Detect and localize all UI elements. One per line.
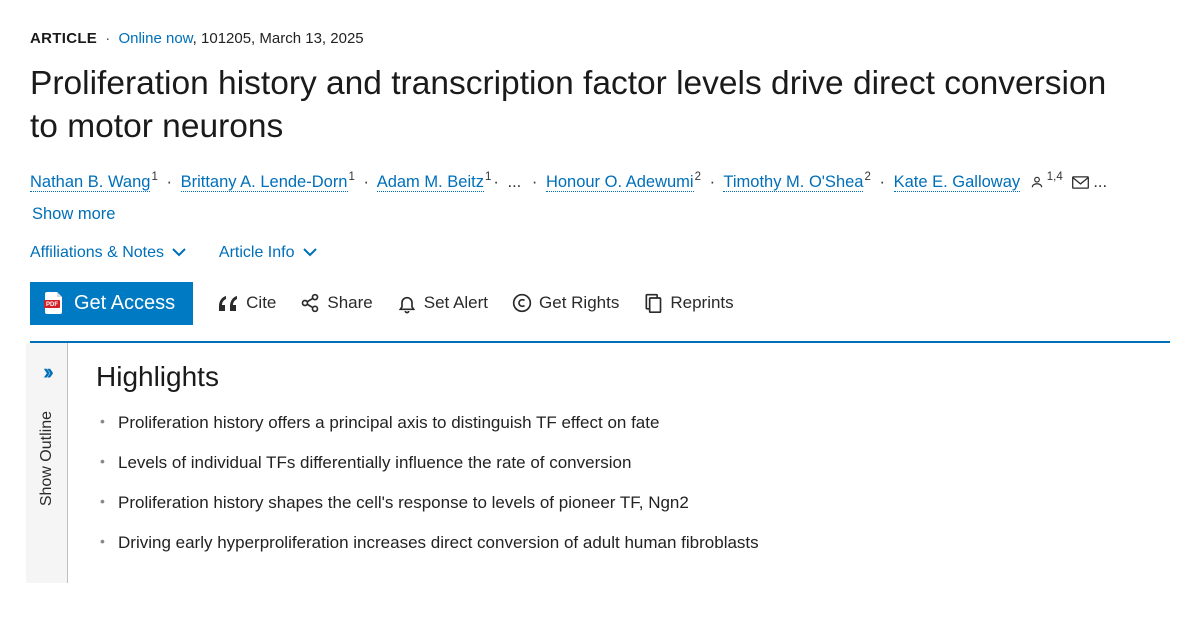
- get-access-button[interactable]: PDF Get Access: [30, 282, 193, 325]
- reprints-button[interactable]: Reprints: [643, 293, 733, 313]
- highlight-item: Driving early hyperproliferation increas…: [98, 533, 759, 553]
- chevron-down-icon: [172, 244, 190, 261]
- article-body: ›› Show Outline Highlights Proliferation…: [30, 343, 1170, 583]
- article-meta: ARTICLE · Online now, 101205, March 13, …: [30, 30, 1170, 47]
- cite-icon: [217, 294, 239, 312]
- lead-contact-icon: [1030, 169, 1044, 200]
- author-link[interactable]: Timothy M. O'Shea: [723, 173, 863, 192]
- author-link[interactable]: Kate E. Galloway: [894, 173, 1021, 192]
- show-more-authors[interactable]: Show more: [32, 205, 115, 223]
- highlights-section: Highlights Proliferation history offers …: [68, 343, 759, 573]
- reprints-icon: [643, 293, 663, 313]
- article-toolbar: PDF Get Access Cite Share Set Alert Get …: [30, 282, 1170, 343]
- author-link[interactable]: Brittany A. Lende-Dorn: [181, 173, 348, 192]
- info-panels: Affiliations & Notes Article Info: [30, 244, 1170, 262]
- author-list: Nathan B. Wang1 · Brittany A. Lende-Dorn…: [30, 167, 1130, 230]
- expand-outline-icon[interactable]: ››: [43, 359, 50, 385]
- share-icon: [300, 293, 320, 313]
- get-access-label: Get Access: [74, 292, 175, 315]
- meta-separator: ·: [105, 30, 110, 47]
- pdf-icon: PDF: [44, 292, 64, 314]
- article-type-label: ARTICLE: [30, 30, 97, 47]
- set-alert-button[interactable]: Set Alert: [397, 293, 488, 314]
- highlights-heading: Highlights: [96, 361, 759, 393]
- article-title: Proliferation history and transcription …: [30, 63, 1110, 149]
- highlight-item: Levels of individual TFs differentially …: [98, 453, 759, 473]
- article-info-toggle[interactable]: Article Info: [219, 244, 317, 261]
- chevron-down-icon: [303, 244, 317, 261]
- outline-rail: ›› Show Outline: [26, 343, 68, 583]
- bell-icon: [397, 293, 417, 314]
- author-link[interactable]: Adam M. Beitz: [377, 173, 484, 192]
- highlight-item: Proliferation history offers a principal…: [98, 413, 759, 433]
- corresponding-author-icon[interactable]: [1072, 169, 1089, 200]
- get-rights-button[interactable]: Get Rights: [512, 293, 619, 313]
- online-now-link[interactable]: Online now: [118, 30, 192, 47]
- highlights-list: Proliferation history offers a principal…: [96, 413, 759, 553]
- author-link[interactable]: Honour O. Adewumi: [546, 173, 694, 192]
- cite-button[interactable]: Cite: [217, 293, 276, 313]
- affiliations-toggle[interactable]: Affiliations & Notes: [30, 244, 191, 261]
- svg-text:PDF: PDF: [46, 302, 58, 308]
- show-outline-button[interactable]: Show Outline: [38, 411, 56, 506]
- authors-ellipsis: ...: [507, 173, 521, 191]
- copyright-icon: [512, 293, 532, 313]
- meta-citation: , 101205, March 13, 2025: [193, 30, 364, 47]
- share-button[interactable]: Share: [300, 293, 372, 313]
- highlight-item: Proliferation history shapes the cell's …: [98, 493, 759, 513]
- author-link[interactable]: Nathan B. Wang: [30, 173, 150, 192]
